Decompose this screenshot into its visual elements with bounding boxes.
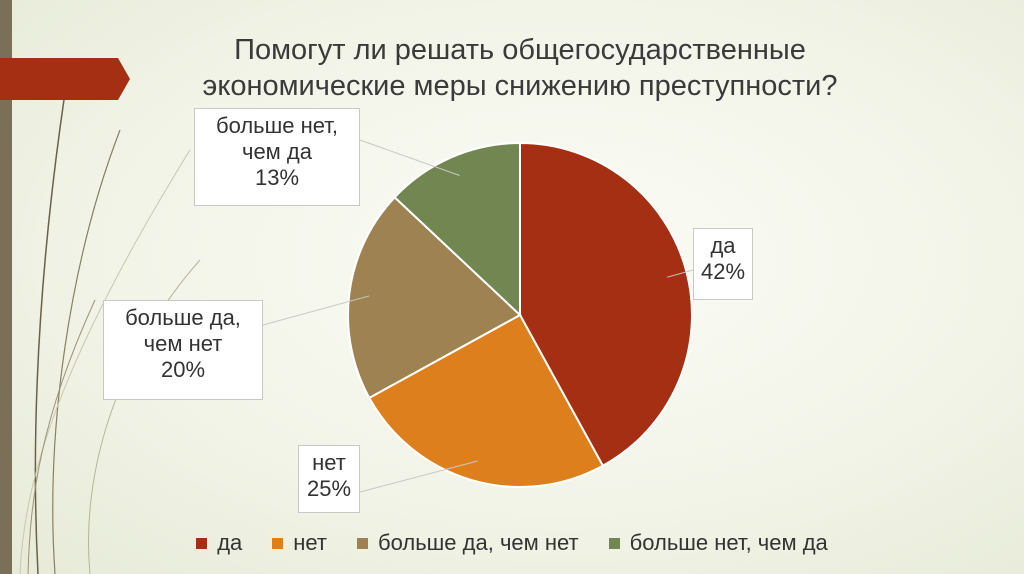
legend-swatch-net — [272, 537, 284, 549]
chart-title: Помогут ли решать общегосударственные эк… — [140, 32, 900, 104]
data-label-net: нет 25% — [298, 445, 360, 513]
legend: да нет больше да, чем нет больше нет, че… — [0, 530, 1024, 556]
data-label-da-line-2: 42% — [700, 259, 746, 284]
legend-swatch-bolshe-da — [357, 537, 368, 549]
connector-da — [667, 269, 694, 278]
data-label-bolshe-net-line-2: чем да — [241, 139, 312, 164]
connector-net — [359, 460, 478, 493]
data-label-bolshe-net-line-1: больше нет, — [215, 113, 339, 138]
pie-slice-bolshe-net — [393, 141, 521, 318]
legend-label-da: да — [217, 530, 243, 555]
data-label-bolshe-da-line-1: больше да, — [125, 305, 241, 330]
title-accent-arrow — [118, 58, 130, 100]
data-label-da-line-1: да — [710, 233, 736, 258]
left-decor-strip — [0, 0, 12, 574]
data-label-bolshe-da-line-3: 20% — [160, 357, 206, 382]
legend-item-bolshe-da: больше да, чем нет — [357, 530, 579, 556]
decorative-lines — [19, 59, 201, 574]
legend-label-bolshe-net: больше нет, чем да — [629, 530, 828, 555]
title-accent-bar — [0, 58, 118, 100]
data-label-bolshe-net-line-3: 13% — [254, 165, 300, 190]
data-label-bolshe-net: больше нет, чем да 13% — [194, 108, 360, 206]
legend-item-net: нет — [272, 530, 327, 556]
pie-slice-net — [367, 313, 605, 489]
data-label-net-line-1: нет — [312, 450, 346, 475]
chart-title-line-2: экономические меры снижению преступности… — [202, 70, 838, 102]
data-label-bolshe-da-line-2: чем нет — [143, 331, 223, 356]
legend-swatch-da — [196, 537, 208, 549]
data-label-da: да 42% — [693, 228, 753, 300]
connector-bolshe-da — [262, 295, 370, 326]
data-label-net-line-2: 25% — [306, 476, 352, 501]
legend-label-bolshe-da: больше да, чем нет — [378, 530, 579, 555]
legend-item-bolshe-net: больше нет, чем да — [608, 530, 828, 556]
data-label-bolshe-da: больше да, чем нет 20% — [103, 300, 263, 400]
legend-item-da: да — [196, 530, 242, 556]
connector-bolshe-net — [359, 139, 460, 176]
pie-slice-bolshe-da — [347, 195, 522, 400]
legend-label-net: нет — [293, 530, 327, 555]
legend-swatch-bolshe-net — [608, 537, 620, 549]
chart-title-line-1: Помогут ли решать общегосударственные — [234, 34, 806, 66]
